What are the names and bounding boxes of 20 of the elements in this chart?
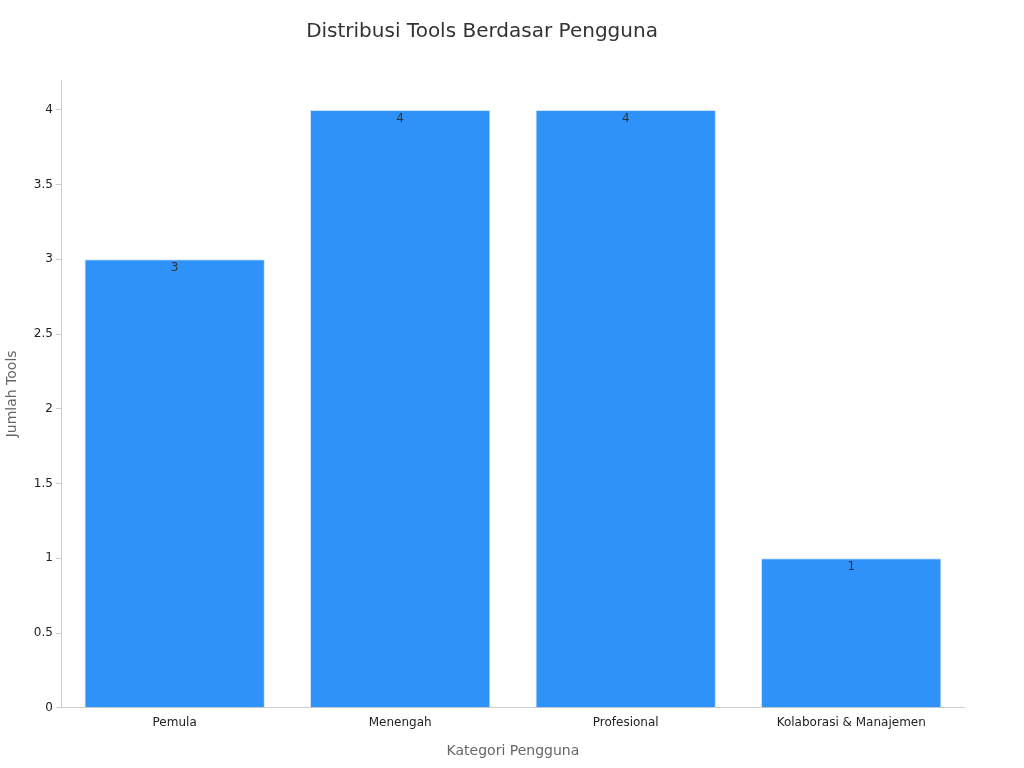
x-tick-label: Profesional: [592, 715, 659, 730]
y-tick-label: 0: [45, 699, 53, 714]
y-tick-label: 1.5: [33, 475, 53, 490]
y-tick-label: 1: [45, 550, 53, 565]
data-label: 4: [396, 111, 404, 126]
data-label: 1: [847, 559, 856, 574]
y-tick-label: 2.5: [33, 326, 53, 341]
y-tick-label: 4: [45, 102, 53, 117]
data-label: 3: [170, 260, 179, 275]
x-tick-label: Pemula: [152, 715, 197, 730]
y-tick-label: 2: [45, 400, 53, 415]
x-tick-label: Kolaborasi & Manajemen: [776, 715, 926, 730]
chart-title: Distribusi Tools Berdasar Pengguna: [306, 18, 658, 43]
y-axis-title: Jumlah Tools: [3, 350, 20, 439]
x-tick-label: Menengah: [368, 715, 432, 730]
x-axis-title: Kategori Pengguna: [446, 742, 580, 759]
y-tick-label: 3: [45, 251, 53, 266]
data-label: 4: [621, 111, 630, 126]
y-tick-label: 0.5: [33, 625, 53, 640]
y-tick-label: 3.5: [33, 176, 53, 191]
